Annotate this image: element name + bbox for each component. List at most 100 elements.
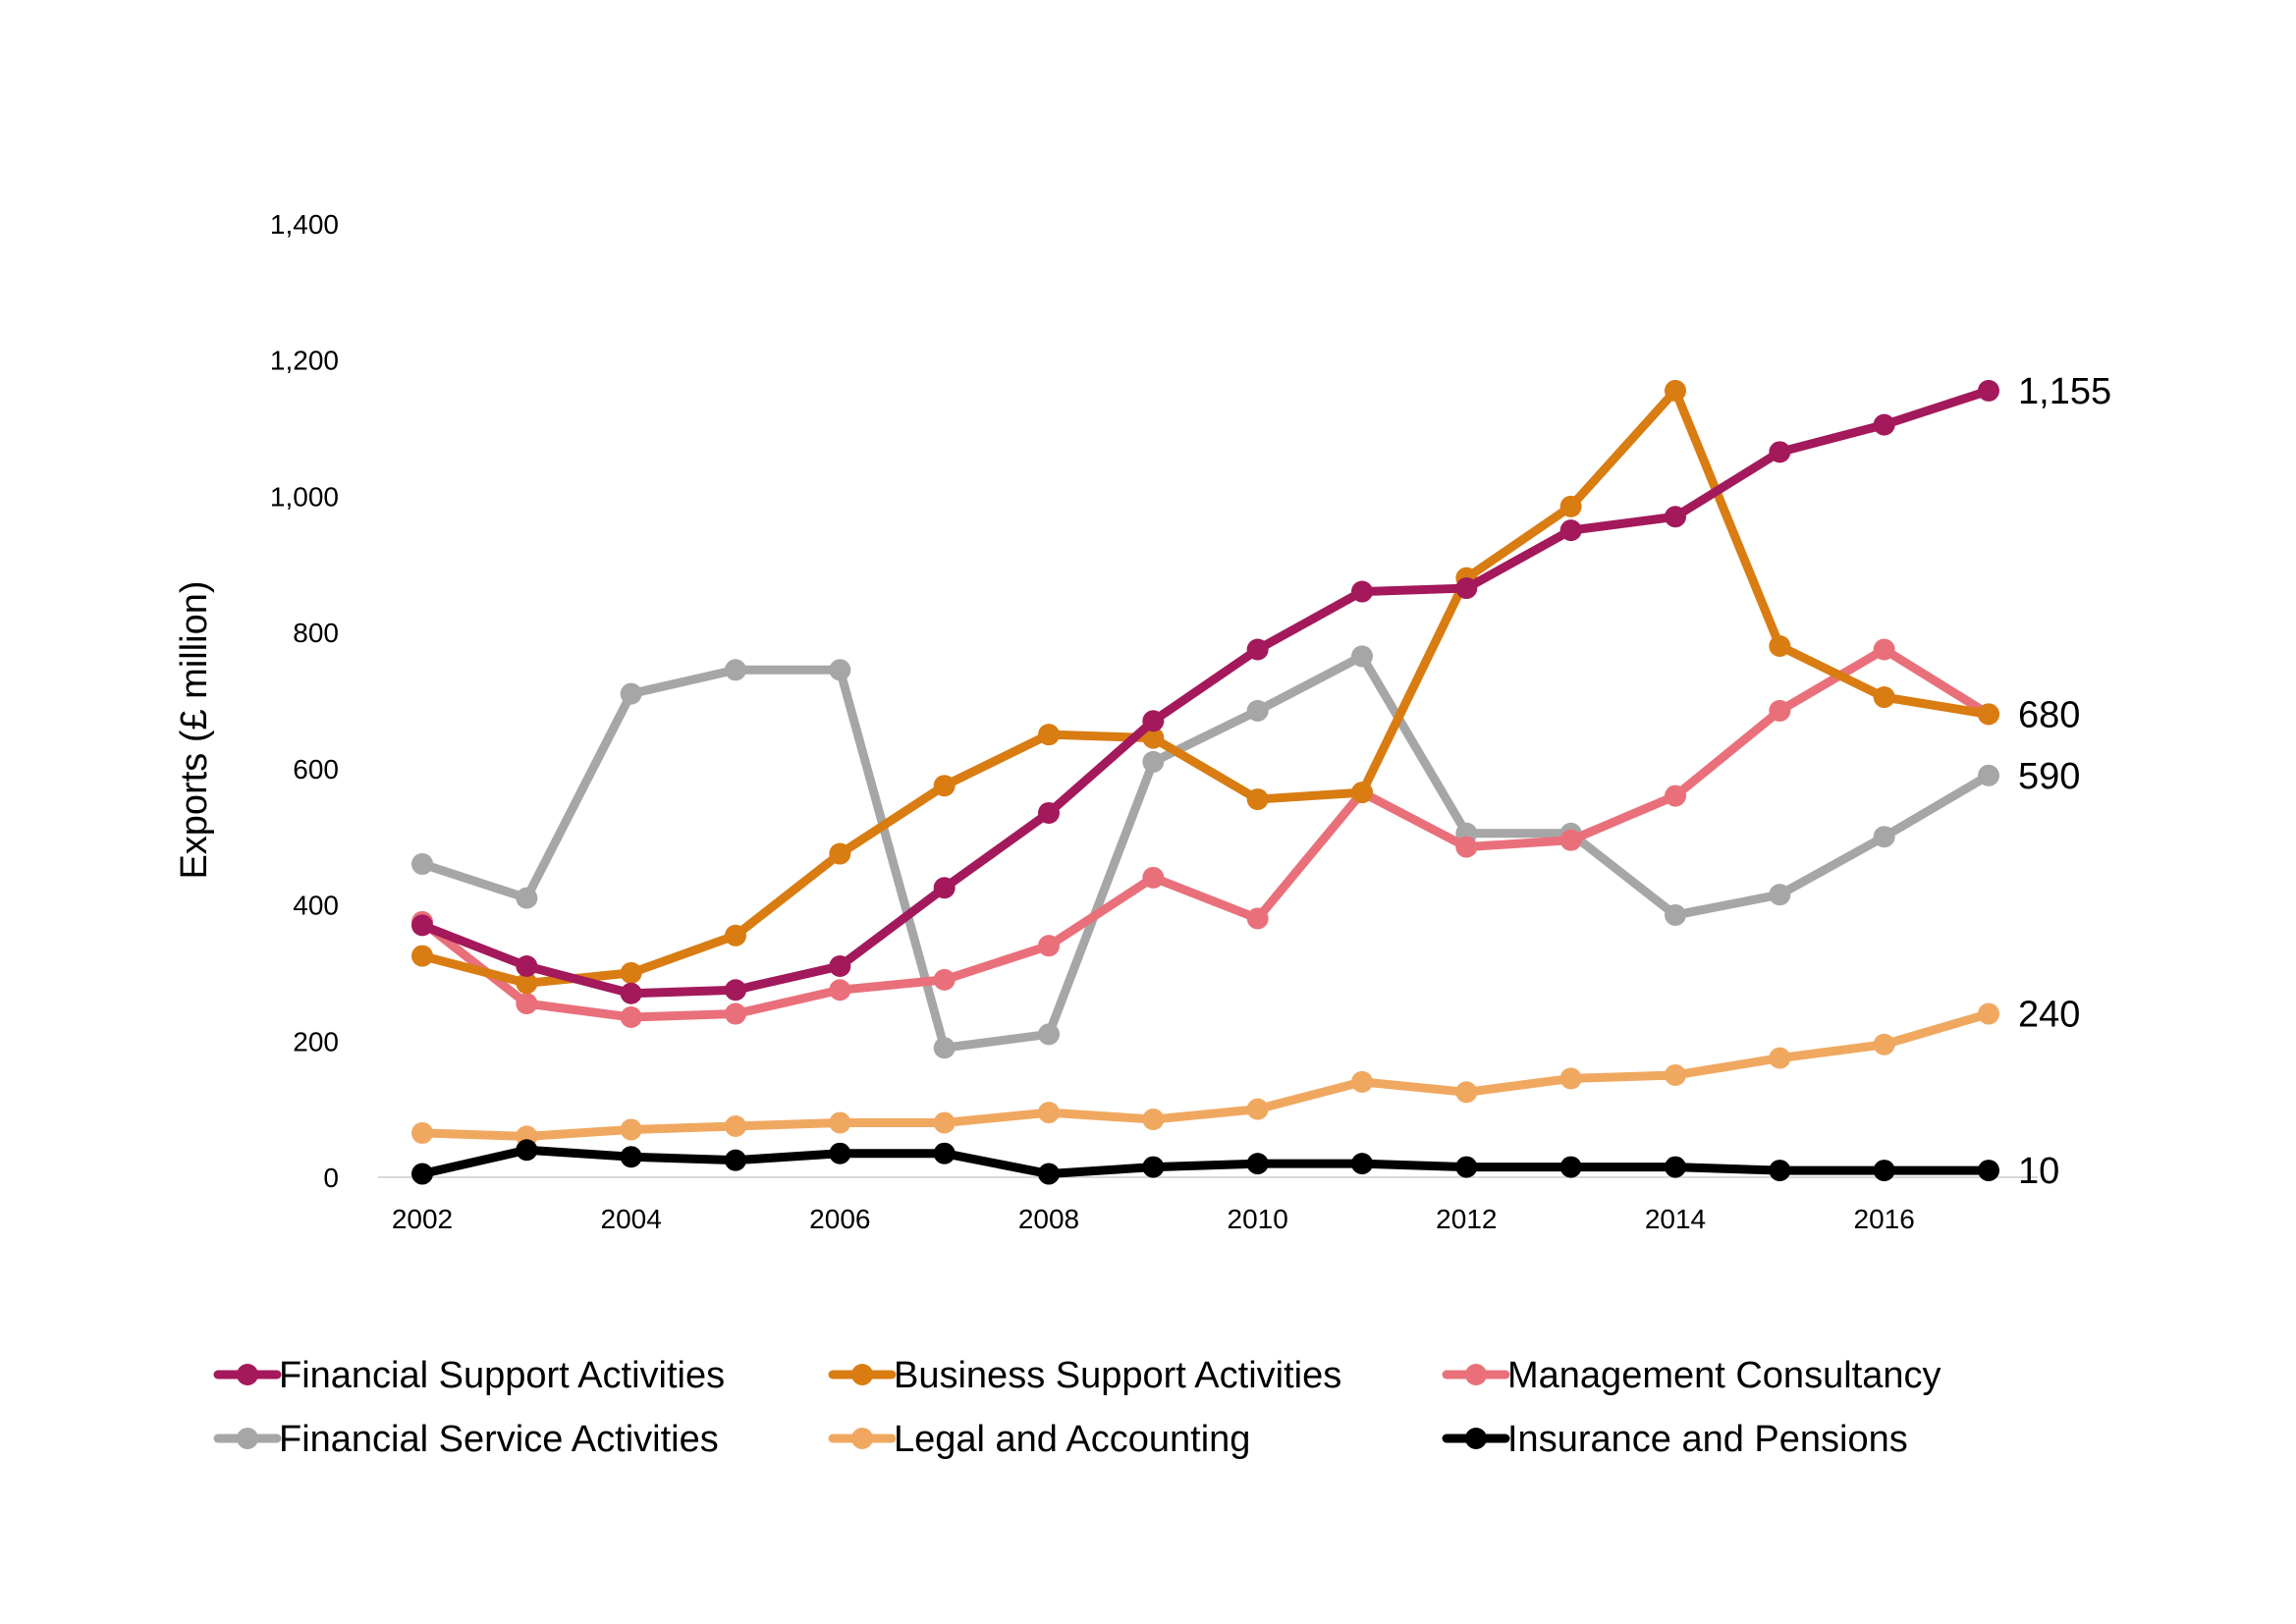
data-point — [516, 1139, 538, 1162]
series-layer — [411, 379, 1999, 1185]
x-tick-label: 2014 — [1645, 1204, 1706, 1234]
y-tick-label: 600 — [293, 754, 339, 785]
data-point — [1769, 635, 1791, 658]
data-point — [1769, 1047, 1791, 1069]
data-point — [1559, 1156, 1582, 1178]
data-point — [933, 968, 956, 991]
y-axis-ticks: 0 200 400 600 800 1,000 1,200 1,400 — [270, 209, 339, 1193]
data-point — [829, 659, 851, 681]
data-point — [1665, 1156, 1686, 1178]
data-point — [1142, 727, 1165, 749]
x-tick-label: 2002 — [392, 1204, 453, 1234]
end-value-label: 680 — [2018, 694, 2080, 735]
data-point — [1978, 379, 1999, 402]
data-point — [620, 1146, 642, 1168]
end-value-label: 590 — [2018, 756, 2080, 797]
legend-label: Legal and Accounting — [894, 1419, 1250, 1460]
data-point — [1455, 1081, 1478, 1104]
data-point — [620, 1006, 642, 1029]
data-point — [1978, 1160, 1999, 1182]
legend-item: Business Support Activities — [828, 1355, 1341, 1396]
data-point — [1246, 1153, 1269, 1175]
series-line — [417, 644, 1994, 1022]
data-point — [829, 1111, 851, 1134]
legend-label: Business Support Activities — [894, 1355, 1341, 1396]
series-financial-service-activities — [411, 645, 1999, 1059]
data-point — [1038, 935, 1060, 957]
data-point — [620, 682, 642, 705]
data-point — [1873, 638, 1895, 661]
data-point — [516, 887, 538, 909]
y-tick-label: 0 — [323, 1163, 339, 1193]
legend-label: Financial Support Activities — [279, 1355, 725, 1396]
data-point — [1455, 836, 1478, 858]
data-point — [829, 979, 851, 1001]
legend: Financial Support Activities Business Sup… — [213, 1355, 1941, 1460]
data-point — [620, 1118, 642, 1141]
data-point — [1559, 519, 1582, 542]
x-axis-ticks: 2002 2004 2006 2008 2010 2012 2014 2016 — [392, 1204, 1915, 1234]
legend-swatch-marker — [237, 1364, 258, 1385]
y-tick-label: 800 — [293, 618, 339, 648]
data-point — [933, 1142, 956, 1164]
data-point — [725, 1149, 746, 1171]
legend-item: Financial Support Activities — [213, 1355, 725, 1396]
data-point — [1559, 829, 1582, 851]
data-point — [411, 945, 433, 967]
data-point — [1978, 703, 1999, 726]
data-point — [1246, 907, 1269, 930]
legend-label: Insurance and Pensions — [1507, 1419, 1908, 1460]
series-financial-support-activities — [411, 379, 1999, 1004]
data-point — [1873, 1033, 1895, 1056]
data-point — [1769, 441, 1791, 463]
data-point — [411, 1163, 433, 1185]
data-point — [1038, 801, 1060, 824]
data-point — [1038, 1023, 1060, 1046]
y-tick-label: 1,400 — [270, 209, 339, 240]
data-point — [1665, 1063, 1686, 1086]
data-point — [1559, 495, 1582, 517]
end-labels: 1,155 680 590 240 10 — [2018, 371, 2111, 1192]
x-tick-label: 2004 — [601, 1204, 662, 1234]
data-point — [933, 1037, 956, 1059]
data-point — [1873, 1160, 1895, 1182]
legend-swatch-marker — [1465, 1428, 1487, 1449]
x-tick-label: 2008 — [1018, 1204, 1079, 1234]
data-point — [725, 659, 746, 681]
data-point — [1038, 1102, 1060, 1124]
data-point — [933, 1111, 956, 1134]
series-line — [417, 651, 1994, 1053]
data-point — [516, 993, 538, 1015]
data-point — [1873, 686, 1895, 709]
end-value-label: 10 — [2018, 1151, 2059, 1192]
data-point — [1038, 724, 1060, 746]
data-point — [1246, 788, 1269, 811]
data-point — [1246, 638, 1269, 661]
legend-item: Legal and Accounting — [828, 1419, 1250, 1460]
data-point — [1665, 785, 1686, 807]
data-point — [1142, 1156, 1165, 1178]
data-point — [411, 1121, 433, 1144]
data-point — [1873, 413, 1895, 436]
data-point — [1246, 699, 1269, 722]
series-line — [417, 386, 1994, 988]
x-tick-label: 2010 — [1228, 1204, 1288, 1234]
series-line — [417, 1009, 1994, 1141]
end-value-label: 240 — [2018, 995, 2080, 1036]
data-point — [1142, 750, 1165, 773]
data-point — [1351, 645, 1373, 668]
legend-swatch-marker — [851, 1364, 873, 1385]
data-point — [1769, 699, 1791, 722]
legend-item: Insurance and Pensions — [1442, 1419, 1908, 1460]
data-point — [725, 1002, 746, 1025]
data-point — [1769, 884, 1791, 906]
legend-label: Financial Service Activities — [279, 1419, 719, 1460]
data-point — [1038, 1163, 1060, 1185]
data-point — [1665, 379, 1686, 402]
data-point — [1351, 580, 1373, 603]
data-point — [829, 842, 851, 865]
y-tick-label: 1,000 — [270, 481, 339, 512]
data-point — [725, 1114, 746, 1137]
data-point — [411, 852, 433, 875]
